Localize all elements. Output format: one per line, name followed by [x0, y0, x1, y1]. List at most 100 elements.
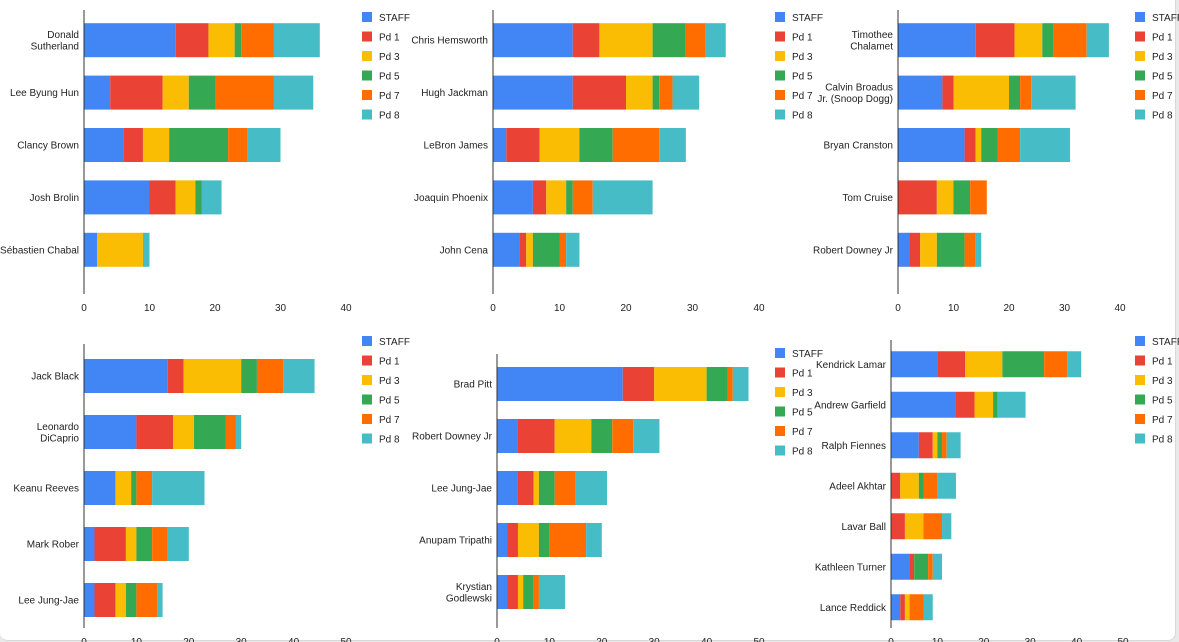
- bar-segment-pd-1[interactable]: [123, 128, 143, 162]
- legend-swatch-pd-3[interactable]: [362, 51, 372, 61]
- bar-segment-pd-7[interactable]: [215, 75, 274, 110]
- bar-segment-staff[interactable]: [497, 471, 518, 505]
- bar-segment-pd-5[interactable]: [532, 232, 560, 267]
- bar-segment-pd-8[interactable]: [1020, 128, 1071, 162]
- legend-swatch-staff[interactable]: [1135, 12, 1145, 22]
- bar-segment-staff[interactable]: [891, 391, 956, 418]
- bar-segment-pd-8[interactable]: [942, 513, 952, 540]
- bar-segment-pd-1[interactable]: [964, 128, 976, 162]
- legend-swatch-pd-7[interactable]: [1135, 90, 1145, 100]
- bar-segment-pd-3[interactable]: [533, 471, 539, 505]
- bar-segment-pd-8[interactable]: [283, 359, 315, 393]
- legend-label-staff[interactable]: STAFF: [792, 13, 823, 24]
- legend-swatch-pd-1[interactable]: [362, 355, 372, 366]
- bar-segment-pd-1[interactable]: [167, 359, 184, 393]
- bar-segment-pd-7[interactable]: [1053, 23, 1087, 58]
- bar-segment-pd-8[interactable]: [672, 75, 700, 110]
- legend-swatch-pd-3[interactable]: [1135, 51, 1145, 61]
- bar-segment-pd-8[interactable]: [538, 575, 566, 609]
- legend-swatch-pd-5[interactable]: [362, 394, 372, 405]
- bar-segment-pd-8[interactable]: [167, 527, 189, 561]
- legend-label-pd-8[interactable]: Pd 8: [792, 111, 813, 122]
- bar-segment-pd-3[interactable]: [904, 513, 924, 540]
- bar-segment-pd-3[interactable]: [1014, 23, 1043, 58]
- bar-segment-pd-1[interactable]: [506, 128, 540, 162]
- bar-segment-pd-7[interactable]: [549, 523, 587, 557]
- bar-segment-pd-1[interactable]: [937, 351, 966, 378]
- bar-segment-staff[interactable]: [493, 180, 533, 215]
- bar-segment-pd-8[interactable]: [273, 23, 320, 58]
- legend-label-pd-5[interactable]: Pd 5: [792, 72, 813, 83]
- legend-label-pd-1[interactable]: Pd 1: [1152, 33, 1173, 44]
- legend-swatch-pd-8[interactable]: [362, 433, 372, 444]
- bar-segment-pd-7[interactable]: [964, 232, 976, 267]
- legend-label-staff[interactable]: STAFF: [1152, 13, 1179, 24]
- legend-swatch-pd-3[interactable]: [775, 387, 785, 397]
- legend-label-pd-8[interactable]: Pd 8: [379, 111, 400, 122]
- bar-segment-pd-1[interactable]: [942, 75, 954, 110]
- bar-segment-staff[interactable]: [493, 23, 573, 58]
- legend-label-pd-5[interactable]: Pd 5: [1152, 72, 1173, 83]
- bar-segment-pd-7[interactable]: [152, 527, 168, 561]
- bar-segment-pd-3[interactable]: [526, 232, 533, 267]
- bar-segment-pd-1[interactable]: [507, 575, 518, 609]
- bar-segment-pd-8[interactable]: [705, 23, 726, 58]
- bar-segment-pd-3[interactable]: [554, 419, 592, 453]
- bar-segment-staff[interactable]: [84, 527, 95, 561]
- legend-label-pd-3[interactable]: Pd 3: [1152, 52, 1173, 63]
- bar-segment-pd-8[interactable]: [937, 472, 956, 499]
- bar-segment-pd-1[interactable]: [94, 527, 126, 561]
- bar-segment-pd-5[interactable]: [538, 471, 555, 505]
- bar-segment-pd-7[interactable]: [256, 359, 284, 393]
- legend-label-pd-7[interactable]: Pd 7: [379, 91, 400, 102]
- bar-segment-pd-1[interactable]: [519, 232, 527, 267]
- bar-segment-pd-1[interactable]: [622, 367, 655, 401]
- bar-segment-staff[interactable]: [497, 367, 623, 401]
- bar-segment-pd-1[interactable]: [572, 75, 626, 110]
- bar-segment-pd-8[interactable]: [235, 415, 242, 449]
- bar-segment-pd-5[interactable]: [579, 128, 613, 162]
- bar-segment-pd-7[interactable]: [559, 232, 567, 267]
- legend-label-pd-7[interactable]: Pd 7: [379, 415, 400, 426]
- legend-swatch-pd-3[interactable]: [1135, 375, 1145, 385]
- bar-segment-pd-1[interactable]: [909, 553, 915, 580]
- bar-segment-staff[interactable]: [497, 575, 508, 609]
- bar-segment-staff[interactable]: [497, 419, 518, 453]
- bar-segment-pd-8[interactable]: [633, 419, 660, 453]
- bar-segment-staff[interactable]: [493, 75, 573, 110]
- bar-segment-staff[interactable]: [84, 583, 95, 617]
- bar-segment-pd-3[interactable]: [183, 359, 242, 393]
- legend-label-pd-7[interactable]: Pd 7: [1152, 91, 1173, 102]
- bar-segment-staff[interactable]: [891, 553, 910, 580]
- bar-segment-pd-3[interactable]: [904, 594, 910, 621]
- bar-segment-pd-8[interactable]: [659, 128, 686, 162]
- legend-label-pd-3[interactable]: Pd 3: [379, 376, 400, 387]
- bar-segment-pd-7[interactable]: [909, 594, 924, 621]
- bar-segment-pd-8[interactable]: [566, 232, 580, 267]
- bar-segment-pd-5[interactable]: [241, 359, 257, 393]
- bar-segment-pd-3[interactable]: [97, 232, 143, 267]
- bar-segment-pd-8[interactable]: [1067, 351, 1082, 378]
- bar-segment-staff[interactable]: [898, 232, 910, 267]
- bar-segment-pd-1[interactable]: [175, 23, 209, 58]
- bar-segment-pd-7[interactable]: [554, 471, 576, 505]
- bar-segment-pd-3[interactable]: [965, 351, 1003, 378]
- bar-segment-pd-3[interactable]: [517, 575, 524, 609]
- legend-label-pd-1[interactable]: Pd 1: [792, 33, 813, 44]
- legend-label-pd-3[interactable]: Pd 3: [379, 52, 400, 63]
- legend-swatch-pd-3[interactable]: [775, 51, 785, 61]
- legend-label-pd-1[interactable]: Pd 1: [1152, 357, 1173, 368]
- bar-segment-pd-5[interactable]: [993, 391, 998, 418]
- legend-label-pd-1[interactable]: Pd 1: [379, 33, 400, 44]
- bar-segment-pd-1[interactable]: [136, 415, 174, 449]
- bar-segment-pd-3[interactable]: [115, 471, 132, 505]
- bar-segment-pd-5[interactable]: [1042, 23, 1054, 58]
- bar-segment-staff[interactable]: [84, 128, 124, 162]
- bar-segment-pd-7[interactable]: [612, 128, 660, 162]
- bar-segment-pd-1[interactable]: [918, 432, 933, 459]
- bar-segment-pd-7[interactable]: [942, 432, 947, 459]
- legend-label-pd-3[interactable]: Pd 3: [792, 52, 813, 63]
- legend-swatch-pd-1[interactable]: [775, 31, 785, 42]
- bar-segment-pd-3[interactable]: [920, 232, 937, 267]
- bar-segment-pd-7[interactable]: [923, 513, 943, 540]
